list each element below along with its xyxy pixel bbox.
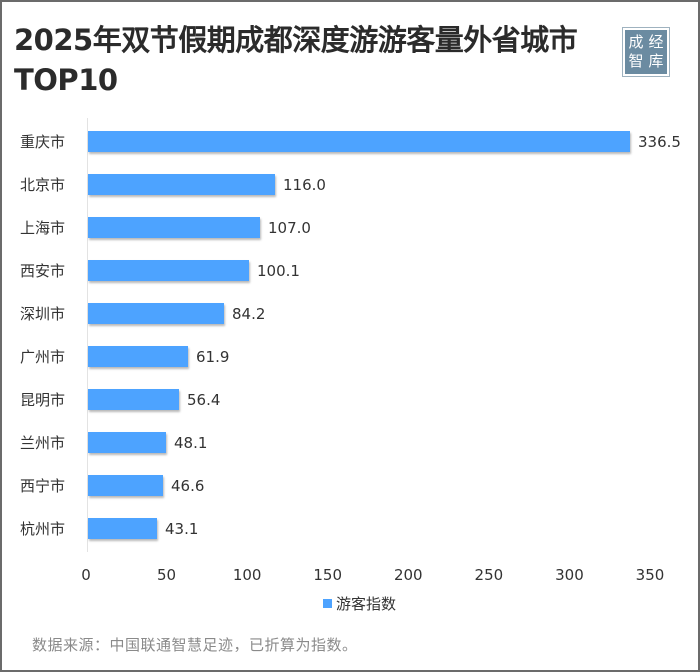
title-line-1: 2025年双节假期成都深度游游客量外省城市 — [14, 23, 578, 57]
value-label: 336.5 — [638, 133, 681, 151]
category-label: 杭州市 — [20, 520, 66, 538]
value-label: 84.2 — [232, 305, 266, 323]
data-bar — [88, 303, 224, 324]
title-line-2: TOP10 — [14, 63, 118, 97]
data-bar — [88, 260, 249, 281]
data-bar — [88, 518, 157, 539]
logo-char: 库 — [648, 52, 664, 70]
category-label: 重庆市 — [20, 133, 66, 151]
x-axis-tick: 100 — [232, 566, 262, 584]
value-label: 43.1 — [165, 520, 199, 538]
logo-char: 智 — [628, 52, 644, 70]
x-axis-tick: 200 — [393, 566, 423, 584]
value-label: 116.0 — [283, 176, 326, 194]
x-axis-tick: 150 — [313, 566, 343, 584]
data-bar — [88, 475, 163, 496]
data-bar — [88, 346, 188, 367]
x-axis-tick: 350 — [635, 566, 665, 584]
chart-legend: 游客指数 — [323, 593, 396, 614]
bar-row: 西宁市 46.6 — [0, 475, 700, 497]
category-label: 上海市 — [20, 219, 66, 237]
bar-row: 深圳市 84.2 — [0, 303, 700, 325]
bar-row: 杭州市 43.1 — [0, 518, 700, 540]
value-label: 107.0 — [268, 219, 311, 237]
value-label: 100.1 — [257, 262, 300, 280]
bar-row: 昆明市 56.4 — [0, 389, 700, 411]
data-bar — [88, 217, 260, 238]
x-axis-tick: 0 — [81, 566, 91, 584]
logo-char: 经 — [648, 33, 664, 51]
data-source-note: 数据来源：中国联通智慧足迹，已折算为指数。 — [32, 636, 358, 654]
chart-title: 2025年双节假期成都深度游游客量外省城市 TOP10 — [14, 20, 594, 100]
brand-logo-icon: 成 经 智 库 — [622, 27, 670, 77]
category-label: 西宁市 — [20, 477, 66, 495]
category-label: 深圳市 — [20, 305, 66, 323]
data-bar — [88, 174, 275, 195]
bar-row: 北京市 116.0 — [0, 174, 700, 196]
category-label: 兰州市 — [20, 434, 66, 452]
legend-label: 游客指数 — [336, 595, 397, 613]
x-axis-tick: 300 — [555, 566, 584, 584]
category-axis-line — [87, 118, 88, 552]
data-bar — [88, 131, 630, 152]
bar-row: 兰州市 48.1 — [0, 432, 700, 454]
value-label: 61.9 — [196, 348, 230, 366]
x-axis-tick: 250 — [474, 566, 504, 584]
category-label: 北京市 — [20, 176, 66, 194]
legend-swatch-icon — [323, 599, 332, 608]
category-label: 昆明市 — [20, 391, 66, 409]
value-label: 56.4 — [187, 391, 221, 409]
bar-row: 上海市 107.0 — [0, 217, 700, 239]
data-bar — [88, 389, 179, 410]
data-bar — [88, 432, 166, 453]
x-axis-tick: 50 — [157, 566, 177, 584]
category-label: 西安市 — [20, 262, 66, 280]
logo-char: 成 — [628, 33, 644, 51]
value-label: 46.6 — [171, 477, 205, 495]
bar-row: 广州市 61.9 — [0, 346, 700, 368]
category-label: 广州市 — [20, 348, 66, 366]
value-label: 48.1 — [174, 434, 208, 452]
bar-row: 重庆市 336.5 — [0, 131, 700, 153]
bar-row: 西安市 100.1 — [0, 260, 700, 282]
